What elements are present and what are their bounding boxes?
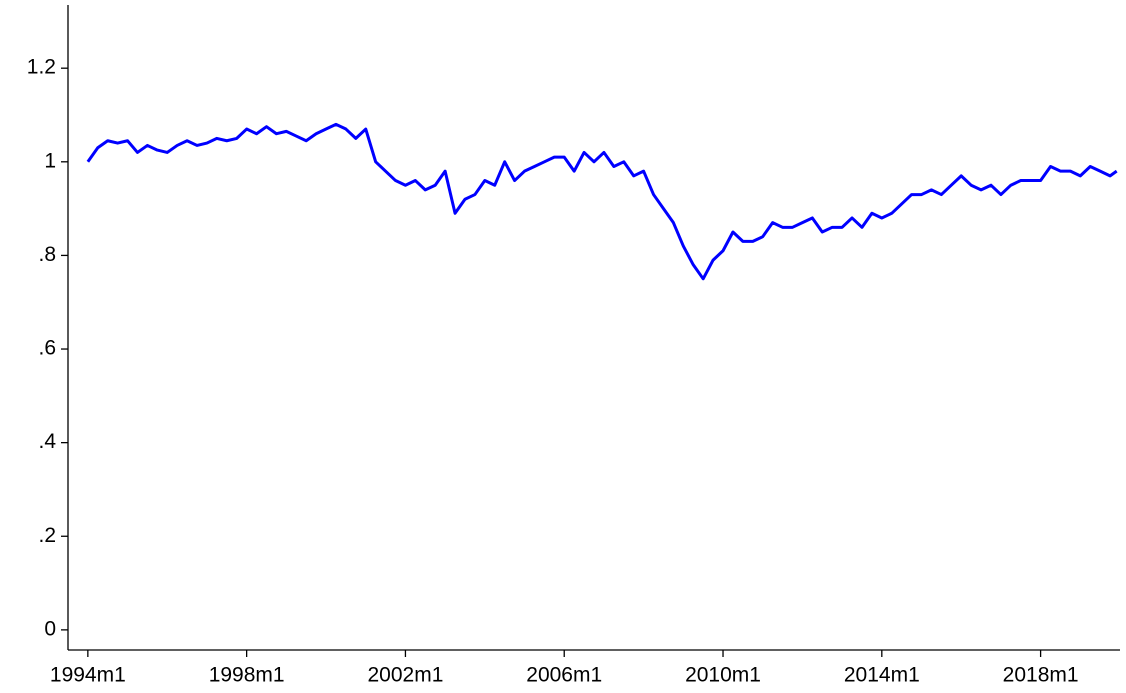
- y-tick-label: .8: [38, 243, 56, 266]
- y-tick-label: 0: [44, 617, 56, 640]
- y-tick-label: .2: [38, 524, 56, 547]
- y-tick-label: 1: [44, 149, 56, 172]
- y-tick-label: .6: [38, 337, 56, 360]
- x-tick-label: 2014m1: [844, 664, 920, 687]
- x-tick-label: 1994m1: [50, 664, 126, 687]
- x-tick-label: 2018m1: [1003, 664, 1079, 687]
- x-tick-label: 2002m1: [367, 664, 443, 687]
- x-tick-label: 2006m1: [526, 664, 602, 687]
- y-tick-label: .4: [38, 430, 56, 453]
- x-tick-label: 1998m1: [209, 664, 285, 687]
- y-tick-label: 1.2: [27, 56, 56, 79]
- x-tick-label: 2010m1: [685, 664, 761, 687]
- data-line: [86, 122, 1118, 281]
